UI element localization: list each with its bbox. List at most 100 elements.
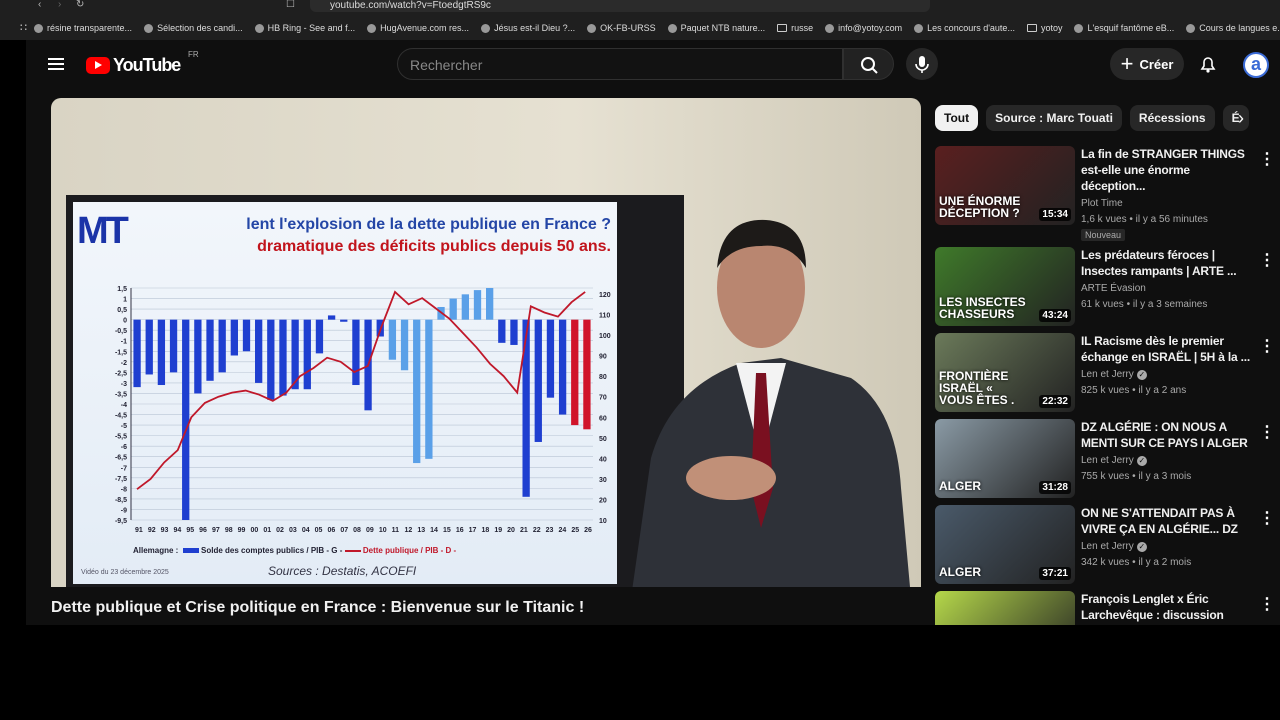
y-right-tick: 50: [599, 436, 607, 443]
search-button[interactable]: [843, 48, 894, 80]
recommendation-title[interactable]: François Lenglet x Éric Larchevêque : di…: [1081, 592, 1224, 625]
bookmark-item[interactable]: yotoy: [1026, 23, 1062, 33]
recommendation-item[interactable]: ALGER 37:21 ON NE S'ATTENDAIT PAS À VIVRE…: [935, 505, 1275, 585]
account-avatar[interactable]: a: [1243, 52, 1269, 78]
recommendation-title[interactable]: DZ ALGÉRIE : ON NOUS A MENTI SUR CE PAYS…: [1081, 420, 1248, 450]
more-options-icon[interactable]: ⋮: [1259, 151, 1275, 168]
recommendation-item[interactable]: UNE ÉNORME DÉCEPTION ? 15:34 La fin de ST…: [935, 146, 1275, 241]
recommendation-item[interactable]: ÉRIC LARCHEVÊQUE François Lenglet x Éric…: [935, 591, 1275, 625]
bookmark-label: Cours de langues e...: [1199, 23, 1280, 33]
balance-bar: [571, 319, 579, 426]
recommendation-item[interactable]: FRONTIÈRE ISRAËL « VOUS ÊTES . 22:32 IL R…: [935, 333, 1275, 413]
x-tick: 22: [533, 527, 541, 534]
globe-icon: [1186, 23, 1196, 33]
y-right-tick: 120: [599, 292, 611, 299]
verified-icon: ✓: [1136, 370, 1147, 380]
recommendation-title[interactable]: Les prédateurs féroces | Insectes rampan…: [1081, 248, 1237, 278]
create-button[interactable]: + Créer: [1110, 48, 1184, 80]
video-thumbnail[interactable]: UNE ÉNORME DÉCEPTION ? 15:34: [935, 146, 1075, 225]
recommendation-item[interactable]: ALGER 31:28 DZ ALGÉRIE : ON NOUS A MENTI …: [935, 419, 1275, 499]
chip-3[interactable]: É: [1222, 105, 1249, 131]
notifications-bell-icon[interactable]: [1198, 54, 1218, 74]
video-thumbnail[interactable]: FRONTIÈRE ISRAËL « VOUS ÊTES . 22:32: [935, 333, 1075, 412]
recommendation-title[interactable]: ON NE S'ATTENDAIT PAS À VIVRE ÇA EN ALGÉ…: [1081, 506, 1238, 536]
bookmark-item[interactable]: HugAvenue.com res...: [367, 23, 469, 33]
url-text: youtube.com/watch?v=FtoedgtRS9c: [330, 0, 491, 11]
duration-badge: 43:24: [1039, 309, 1071, 322]
youtube-page: YouTube FR Rechercher + Créer a MT lent l…: [26, 40, 1280, 625]
bookmark-item[interactable]: résine transparente...: [34, 23, 132, 33]
recommendation-item[interactable]: LES INSECTES CHASSEURS 43:24 Les prédateu…: [935, 247, 1275, 327]
address-bar[interactable]: youtube.com/watch?v=FtoedgtRS9c: [310, 0, 930, 12]
menu-icon[interactable]: [48, 58, 64, 70]
chips-next-icon[interactable]: ›: [1238, 108, 1244, 128]
page-icon: [144, 23, 154, 33]
verified-icon: ✓: [1136, 542, 1147, 552]
bookmark-item[interactable]: Cours de langues e...: [1186, 23, 1280, 33]
thumbnail-overlay-text: ALGER: [939, 565, 981, 579]
bookmark-item[interactable]: Les concours d'aute...: [914, 23, 1015, 33]
youtube-logo[interactable]: YouTube: [86, 55, 181, 76]
more-options-icon[interactable]: ⋮: [1259, 510, 1275, 527]
slide-sources: Sources : Destatis, ACOEFI: [268, 564, 417, 578]
balance-bar: [400, 319, 409, 371]
x-tick: 25: [571, 527, 579, 534]
channel-name[interactable]: ARTE Évasion: [1081, 281, 1257, 297]
x-tick: 03: [289, 527, 297, 534]
channel-name[interactable]: Len et Jerry ✓: [1081, 539, 1257, 555]
x-tick: 93: [161, 527, 169, 534]
bookmark-item[interactable]: russe: [777, 23, 813, 33]
search-input[interactable]: Rechercher: [397, 48, 843, 80]
thumbnail-overlay-text: ALGER: [939, 479, 981, 493]
duration-badge: 15:34: [1039, 208, 1071, 221]
bookmark-item[interactable]: OK-FB-URSS: [587, 23, 656, 33]
legend-debt: Dette publique / PIB - D -: [362, 546, 457, 555]
x-tick: 20: [507, 527, 515, 534]
back-icon[interactable]: ‹: [38, 0, 42, 10]
y-left-tick: -2: [121, 360, 127, 367]
bookmark-item[interactable]: Jésus est-il Dieu ?...: [481, 23, 575, 33]
bookmark-label: russe: [791, 23, 814, 33]
channel-name[interactable]: Len et Jerry ✓: [1081, 453, 1257, 469]
balance-bar: [230, 319, 238, 356]
balance-bar: [583, 319, 591, 430]
thumbnail-overlay-text: LES INSECTES CHASSEURS: [939, 295, 1026, 321]
more-options-icon[interactable]: ⋮: [1259, 252, 1275, 269]
video-thumbnail[interactable]: LES INSECTES CHASSEURS 43:24: [935, 247, 1075, 326]
bookmark-item[interactable]: Paquet NTB nature...: [667, 23, 765, 33]
more-options-icon[interactable]: ⋮: [1259, 338, 1275, 355]
bookmark-item[interactable]: L'esquif fantôme eB...: [1074, 23, 1174, 33]
plus-icon: +: [1120, 51, 1134, 76]
reload-icon[interactable]: ↻: [76, 0, 85, 10]
x-tick: 96: [199, 527, 207, 534]
x-tick: 17: [469, 527, 477, 534]
channel-name[interactable]: Plot Time: [1081, 196, 1257, 212]
bookmark-item[interactable]: Sélection des candi...: [144, 23, 243, 33]
channel-name[interactable]: Len et Jerry ✓: [1081, 367, 1257, 383]
video-thumbnail[interactable]: ÉRIC LARCHEVÊQUE: [935, 591, 1075, 625]
y-left-tick: -1,5: [115, 349, 127, 356]
balance-bar: [182, 319, 190, 520]
bookmark-item[interactable]: HB Ring - See and f...: [254, 23, 356, 33]
recommendation-title[interactable]: IL Racisme dès le premier échange en ISR…: [1081, 334, 1250, 364]
video-player[interactable]: MT lent l'explosion de la dette publique…: [51, 98, 921, 587]
more-options-icon[interactable]: ⋮: [1259, 424, 1275, 441]
chip-0[interactable]: Tout: [935, 105, 979, 131]
more-options-icon[interactable]: ⋮: [1259, 596, 1275, 613]
x-tick: 18: [482, 527, 490, 534]
video-thumbnail[interactable]: ALGER 37:21: [935, 505, 1075, 584]
chip-2[interactable]: Récessions: [1129, 105, 1215, 131]
nav-row: ‹ › ↻ ☐: [0, 0, 1280, 12]
apps-icon[interactable]: ∷: [20, 22, 27, 34]
bookmark-label: HB Ring - See and f...: [267, 23, 356, 33]
forward-icon[interactable]: ›: [58, 0, 62, 10]
recommendation-title[interactable]: La fin de STRANGER THINGS est-elle une é…: [1081, 147, 1245, 193]
balance-bar: [315, 319, 324, 354]
balance-bar: [546, 319, 555, 398]
x-tick: 26: [584, 527, 592, 534]
bookmark-icon[interactable]: ☐: [286, 0, 295, 10]
chip-1[interactable]: Source : Marc Touati: [986, 105, 1122, 131]
bookmark-item[interactable]: info@yotoy.com: [825, 23, 902, 33]
voice-search-button[interactable]: [906, 48, 938, 80]
video-thumbnail[interactable]: ALGER 31:28: [935, 419, 1075, 498]
